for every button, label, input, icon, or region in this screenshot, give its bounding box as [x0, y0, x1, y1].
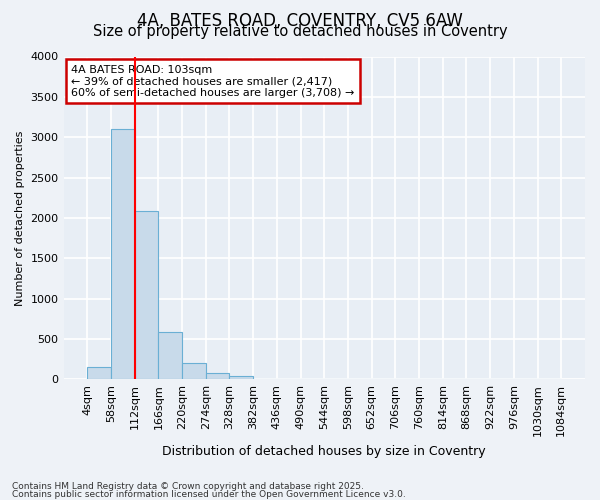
Text: 4A BATES ROAD: 103sqm
← 39% of detached houses are smaller (2,417)
60% of semi-d: 4A BATES ROAD: 103sqm ← 39% of detached …: [71, 64, 355, 98]
Bar: [111, 129, 134, 380]
X-axis label: Distribution of detached houses by size in Coventry: Distribution of detached houses by size …: [163, 444, 486, 458]
Y-axis label: Number of detached properties: Number of detached properties: [15, 130, 25, 306]
Bar: [134, 212, 158, 380]
Bar: [182, 363, 206, 380]
Bar: [158, 332, 182, 380]
Text: Contains public sector information licensed under the Open Government Licence v3: Contains public sector information licen…: [12, 490, 406, 499]
Text: Size of property relative to detached houses in Coventry: Size of property relative to detached ho…: [92, 24, 508, 39]
Text: 4A, BATES ROAD, COVENTRY, CV5 6AW: 4A, BATES ROAD, COVENTRY, CV5 6AW: [137, 12, 463, 30]
Bar: [87, 367, 111, 380]
Text: Contains HM Land Registry data © Crown copyright and database right 2025.: Contains HM Land Registry data © Crown c…: [12, 482, 364, 491]
Bar: [206, 373, 229, 380]
Bar: [229, 376, 253, 380]
